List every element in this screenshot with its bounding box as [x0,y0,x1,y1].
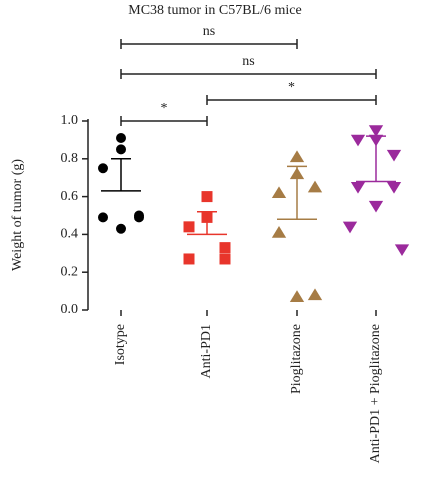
x-tick-label: Pioglitazone [289,324,304,394]
significance-label: ns [242,54,254,69]
significance-label: * [161,101,168,116]
point [350,134,366,147]
point [271,186,287,199]
point [394,244,410,257]
point [368,125,384,137]
point [183,253,195,265]
y-axis-label: Weight of tumor (g) [10,159,25,271]
point [116,223,126,234]
y-tick-label: 0.0 [61,302,79,317]
point [307,180,323,193]
point [201,191,213,203]
point [134,210,144,221]
point [271,226,287,238]
x-tick-label: Anti-PD1 + Pioglitazone [368,324,383,463]
x-tick-label: Isotype [113,324,128,365]
point [386,149,402,162]
point [307,288,323,301]
x-tick-label: Anti-PD1 [199,324,214,378]
point [98,212,108,223]
y-tick-label: 1.0 [61,113,79,128]
point [350,181,366,194]
significance-label: ns [203,24,215,39]
point [368,200,384,213]
point [386,181,402,194]
chart-title: MC38 tumor in C57BL/6 mice [128,3,301,18]
point [219,242,231,254]
significance-label: * [288,80,295,95]
y-tick-label: 0.4 [61,227,79,242]
point [116,133,126,144]
point [116,144,126,155]
point [289,150,305,163]
point [183,221,195,233]
y-tick-label: 0.2 [61,264,79,279]
point [98,163,108,174]
point [219,253,231,265]
y-tick-label: 0.6 [61,189,79,204]
y-tick-label: 0.8 [61,151,79,166]
point [289,290,305,302]
point [342,221,358,234]
